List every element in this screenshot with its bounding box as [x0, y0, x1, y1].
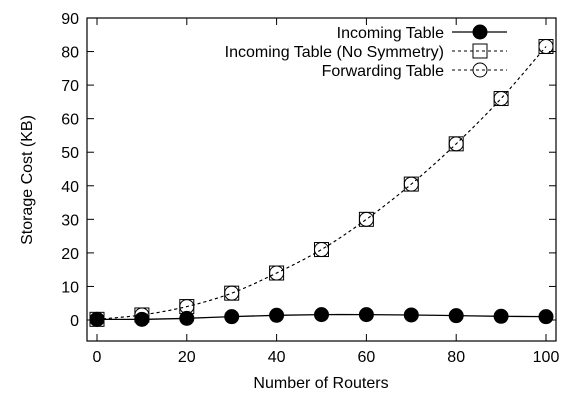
data-point: [493, 91, 509, 107]
y-tick-label: 70: [61, 78, 79, 95]
y-tick-label: 20: [61, 246, 79, 263]
x-tick-label: 100: [533, 349, 560, 366]
legend-marker: [472, 43, 488, 59]
data-point: [179, 310, 195, 326]
data-point: [358, 307, 374, 323]
data-point: [538, 309, 554, 325]
data-point: [269, 265, 285, 281]
data-point: [224, 309, 240, 325]
legend: Incoming Table Incoming Table (No Symmetr…: [225, 24, 507, 80]
x-tick-label: 40: [268, 349, 286, 366]
data-point: [358, 211, 374, 227]
data-point: [493, 308, 509, 324]
data-point: [403, 176, 419, 192]
y-tick-label: 30: [61, 212, 79, 229]
axis-ticks: 0 10 20 30 40 50 60 70 80 90 0 20 40 60 80 100: [61, 11, 559, 366]
data-point: [134, 311, 150, 327]
data-point: [448, 308, 464, 324]
y-axis-title: Storage Cost (KB): [19, 115, 36, 245]
data-point: [89, 311, 105, 327]
data-point: [538, 39, 554, 55]
y-tick-label: 60: [61, 112, 79, 129]
data-point: [448, 136, 464, 152]
legend-label: Incoming Table: [337, 25, 444, 42]
y-tick-label: 10: [61, 279, 79, 296]
data-point: [314, 307, 329, 323]
legend-marker: [472, 24, 488, 40]
data-point: [269, 307, 285, 323]
x-tick-label: 60: [358, 349, 376, 366]
plot-frame: [86, 17, 557, 342]
series-layer: [89, 39, 554, 327]
data-point: [403, 307, 419, 323]
y-tick-label: 80: [61, 45, 79, 62]
x-tick-label: 0: [93, 349, 102, 366]
y-tick-label: 50: [61, 145, 79, 162]
series-0: [89, 307, 554, 327]
x-tick-label: 80: [447, 349, 465, 366]
x-tick-label: 20: [178, 349, 196, 366]
data-point: [224, 285, 240, 301]
series-line: [96, 46, 547, 320]
legend-marker: [472, 62, 488, 78]
legend-label: Forwarding Table: [322, 63, 445, 80]
y-tick-label: 0: [70, 313, 79, 330]
series-line: [96, 46, 547, 320]
series-1: [89, 39, 554, 327]
series-2: [89, 39, 554, 327]
y-tick-label: 90: [61, 11, 79, 28]
legend-label: Incoming Table (No Symmetry): [225, 44, 444, 61]
x-axis-title: Number of Routers: [253, 375, 388, 392]
data-point: [314, 242, 329, 258]
y-tick-label: 40: [61, 179, 79, 196]
